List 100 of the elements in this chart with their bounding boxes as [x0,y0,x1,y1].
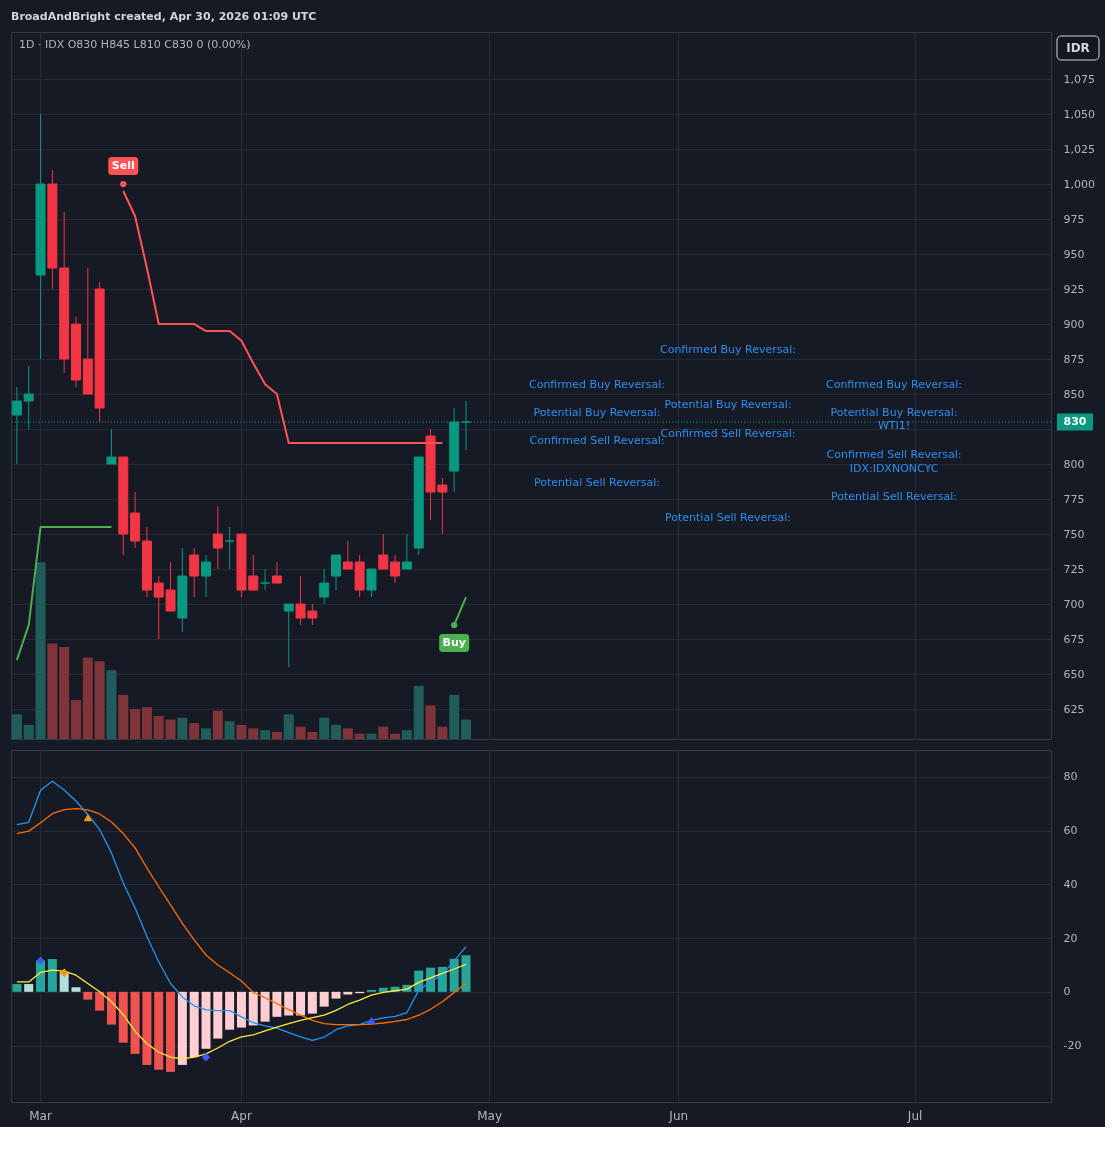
bar [12,984,22,992]
y-tick-label: 80 [1063,770,1078,784]
bar [401,730,412,739]
point [60,968,69,977]
line-series [16,780,467,1042]
bar [342,728,353,739]
candlestick [260,568,271,591]
y-tick-label: 40 [1063,877,1078,891]
y-tick-label: 0 [1063,985,1071,999]
text: IDR [1066,41,1090,55]
bar [413,685,424,739]
annotation: Potential Buy Reversal: [830,406,958,419]
candlestick [212,505,223,570]
bar [284,991,294,1016]
bar [106,670,117,739]
y-tick-label: 20 [1063,931,1078,945]
bar [11,714,22,739]
bar [35,562,46,739]
y-tick-label: 700 [1063,597,1085,611]
bar [343,991,353,995]
candlestick [271,561,282,584]
y-tick-label: 1,025 [1063,142,1095,156]
y-tick-label: 900 [1063,317,1085,331]
annotation: Confirmed Buy Reversal: [825,378,963,391]
bar [118,694,129,739]
bar [461,955,471,992]
bar [189,723,200,739]
bar [296,991,306,1016]
annotation: Potential Sell Reversal: [831,490,957,503]
y-tick-label: 925 [1063,282,1085,296]
candlestick [283,603,294,668]
candlestick [201,554,211,598]
bar [153,716,164,739]
bar [236,724,247,739]
annotation: Confirmed Sell Reversal: [826,448,962,461]
bar [47,643,58,739]
y-tick-label: 1,075 [1063,72,1095,86]
bar [82,657,93,739]
y-tick-label: 1,000 [1063,177,1095,191]
text: BroadAndBright created, Apr 30, 2026 01:09 UTC [11,10,317,23]
bar [319,717,330,739]
bar [449,694,460,739]
bar [366,733,377,739]
candlestick [401,533,412,570]
bar [248,728,259,739]
bar [59,647,70,739]
bar [189,991,199,1058]
x-tick-label: Jun [668,1108,689,1123]
bar [260,730,271,739]
annotation: WTI1! [877,419,911,432]
candlestick [189,547,200,598]
bar [177,717,188,739]
bar [354,733,365,739]
bar [118,991,128,1043]
candlestick [106,428,117,465]
ref-line-label: 830 [1063,415,1087,429]
x-tick-label: Jul [906,1108,923,1123]
bar [166,991,176,1072]
bar [461,719,471,739]
point [201,1052,211,1062]
bar [213,991,223,1039]
annotation: Potential Buy Reversal: [533,406,661,419]
bar [130,991,140,1054]
annotation: Buy [442,636,466,650]
bar [224,721,235,739]
bar [94,661,105,739]
y-tick-label: 675 [1063,632,1085,646]
bar [154,991,164,1070]
bar [177,991,187,1065]
y-tick-label: 625 [1063,702,1085,716]
candlestick [319,568,330,605]
y-tick-label: 650 [1063,667,1085,681]
bar [390,733,401,739]
y-tick-label: 60 [1063,824,1078,838]
y-tick-label: 850 [1063,387,1085,401]
bar [141,707,152,739]
annotation: Sell [111,159,135,173]
bar [130,708,141,739]
bar [248,991,258,1026]
bar [378,987,388,992]
y-tick-label: 725 [1063,562,1085,576]
annotation: Potential Sell Reversal: [534,476,660,489]
bar [331,724,341,739]
bar [212,710,223,739]
x-tick-label: May [477,1108,503,1123]
y-tick-label: 775 [1063,492,1085,506]
bar [47,959,57,992]
y-tick-label: 800 [1063,457,1085,471]
x-tick-label: Apr [231,1108,252,1123]
y-tick-label: 875 [1063,352,1085,366]
y-tick-label: 1,050 [1063,107,1095,121]
bar [165,719,176,739]
annotation: Confirmed Buy Reversal: [528,378,666,391]
bar [260,991,270,1022]
bar [307,991,317,1014]
line-series [16,963,467,1060]
bar [271,731,282,739]
candlestick [224,526,235,570]
bar [95,991,105,1011]
point [83,814,92,822]
